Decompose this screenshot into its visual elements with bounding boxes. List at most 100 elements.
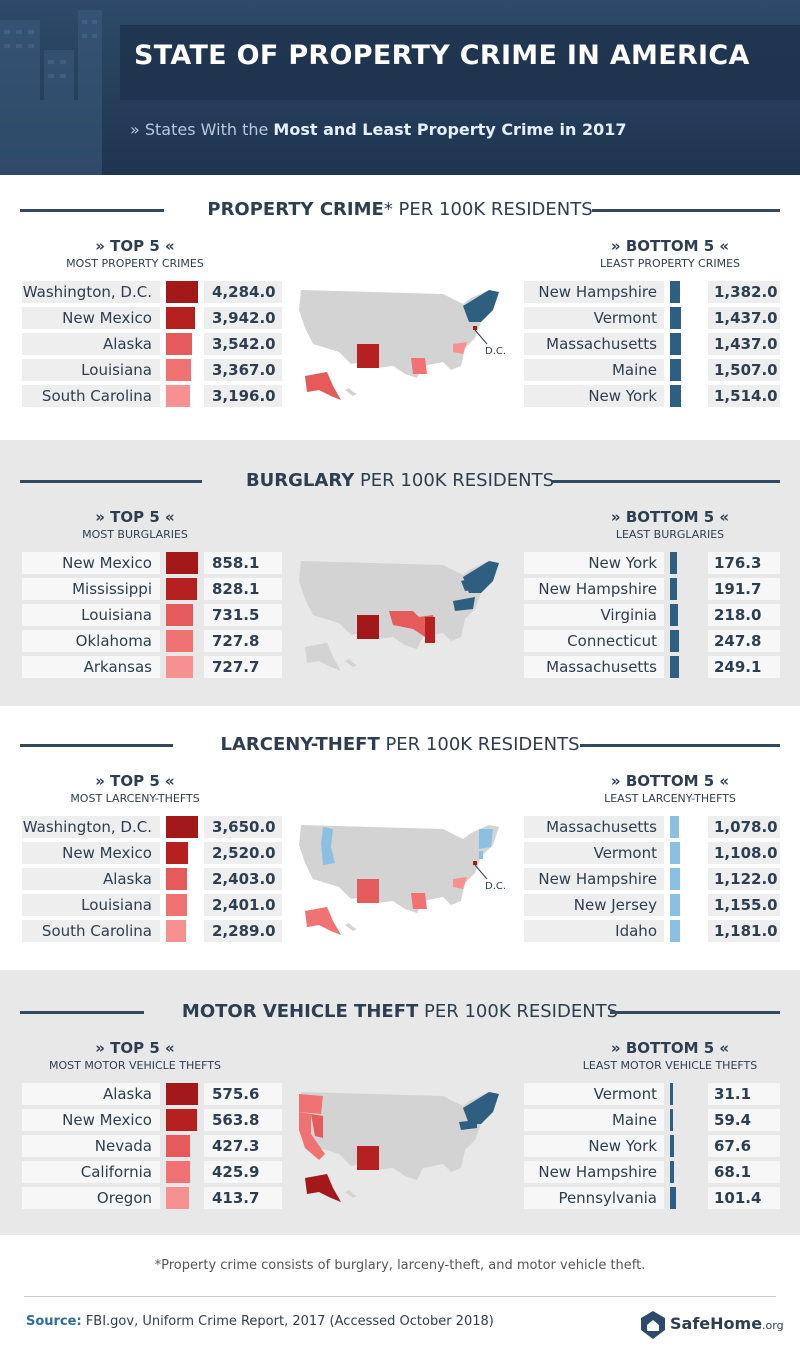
louisiana-shape [411,893,427,909]
top5-header: » TOP 5 « MOST PROPERTY CRIMES [20,237,250,270]
bottom5-name-box [524,894,664,916]
bottom5-bar [670,842,680,864]
top5-label: » TOP 5 « [95,508,175,526]
top5-row: Arkansas 727.7 [0,656,800,678]
bottom5-bar [670,816,679,838]
bottom5-value-box [708,1109,780,1131]
bottom5-state-name: New York [588,1137,657,1155]
top5-name-box [22,1187,160,1209]
top5-row: Louisiana 3,367.0 [0,359,800,381]
top5-bar [166,281,198,303]
hawaii-shape [345,923,357,931]
top5-state-name: New Mexico [62,844,152,862]
section-title-rest: * PER 100K RESIDENTS [383,199,593,220]
bottom5-value: 1,078.0 [714,818,778,836]
section-2: LARCENY-THEFT PER 100K RESIDENTS » TOP 5 … [0,706,800,970]
bottom5-label: » BOTTOM 5 « [610,508,730,526]
top5-value: 727.8 [212,632,260,650]
section-title: BURGLARY PER 100K RESIDENTS [0,470,800,491]
top5-value-box [204,868,282,890]
new-mexico-shape [357,344,379,368]
top5-value: 4,284.0 [212,283,276,301]
logo-main: SafeHome [670,1314,763,1333]
section-divider-left [20,744,173,747]
top5-bar [166,385,190,407]
alaska-highlight-shape [305,1174,341,1202]
bottom5-value-box [708,1083,780,1105]
bottom5-state-name: Connecticut [567,632,657,650]
section-title: PROPERTY CRIME* PER 100K RESIDENTS [0,199,800,220]
bottom5-label: » BOTTOM 5 « [610,237,730,255]
bottom5-row: Virginia 218.0 [0,604,800,626]
top5-value: 3,942.0 [212,309,276,327]
top5-state-name: Washington, D.C. [22,818,152,836]
section-title-bold: BURGLARY [245,470,355,491]
bottom5-state-name: Vermont [593,1085,657,1103]
bottom5-name-box [524,920,664,942]
city-skyline-image [0,10,102,175]
section-divider-right [610,1011,780,1014]
top5-state-name: New Mexico [62,554,152,572]
bottom5-value: 1,514.0 [714,387,778,405]
section-divider-right [552,480,780,483]
top5-state-name: Alaska [102,870,152,888]
top5-bar [166,333,192,355]
bottom5-row: Vermont 31.1 [0,1083,800,1105]
dc-pointer-line [474,864,488,880]
top5-value-box [204,1187,282,1209]
bottom5-value-box [708,578,780,600]
header-banner: STATE OF PROPERTY CRIME IN AMERICA » Sta… [0,0,800,175]
bottom5-value: 67.6 [714,1137,752,1155]
section-title: MOTOR VEHICLE THEFT PER 100K RESIDENTS [0,1001,800,1022]
bottom5-row: Vermont 1,437.0 [0,307,800,329]
us-mainland-shape [299,1092,499,1180]
top5-value-box [204,359,282,381]
bottom5-name-box [524,604,664,626]
bottom5-sublabel: LEAST PROPERTY CRIMES [599,257,741,270]
bottom5-name-box [524,333,664,355]
section-divider-left [20,1011,144,1014]
bottom5-value-box [708,552,780,574]
bottom5-header: » BOTTOM 5 « LEAST MOTOR VEHICLE THEFTS [560,1039,780,1072]
footer-divider [24,1296,776,1297]
top5-value: 563.8 [212,1111,260,1129]
new-mexico-shape [357,879,379,903]
bottom5-name-box [524,630,664,652]
top5-bar [166,1135,190,1157]
bottom5-name-box [524,578,664,600]
top5-state-name: South Carolina [41,922,152,940]
subtitle-bold: Most and Least Property Crime in 2017 [273,120,627,139]
top5-name-box [22,868,160,890]
bottom5-value: 1,155.0 [714,896,778,914]
top5-bar [166,816,198,838]
top5-bar [166,894,187,916]
top5-bar [166,656,193,678]
top5-label: » TOP 5 « [95,772,175,790]
bottom5-value-box [708,307,780,329]
top5-name-box [22,894,160,916]
bottom5-name-box [524,1161,664,1183]
top5-state-name: Alaska [102,1085,152,1103]
bottom5-state-name: Pennsylvania [558,1189,657,1207]
bottom5-value-box [708,359,780,381]
top5-name-box [22,1109,160,1131]
top5-name-box [22,842,160,864]
bottom5-row: New Jersey 1,155.0 [0,894,800,916]
bottom5-bar [670,1161,674,1183]
top5-label: » TOP 5 « [95,237,175,255]
bottom5-bar [670,1187,676,1209]
top5-value-box [204,578,282,600]
bottom5-bar [670,385,681,407]
top5-value: 2,520.0 [212,844,276,862]
section-title-bold: LARCENY-THEFT [220,734,380,755]
bottom5-row: Massachusetts 1,437.0 [0,333,800,355]
bottom5-name-box [524,816,664,838]
bottom5-value-box [708,894,780,916]
bottom5-value-box [708,656,780,678]
bottom5-bar [670,281,680,303]
top5-name-box [22,552,160,574]
bottom5-row: New York 1,514.0 [0,385,800,407]
section-title: LARCENY-THEFT PER 100K RESIDENTS [0,734,800,755]
top5-state-name: Louisiana [81,896,152,914]
bottom5-state-name: Massachusetts [546,818,657,836]
